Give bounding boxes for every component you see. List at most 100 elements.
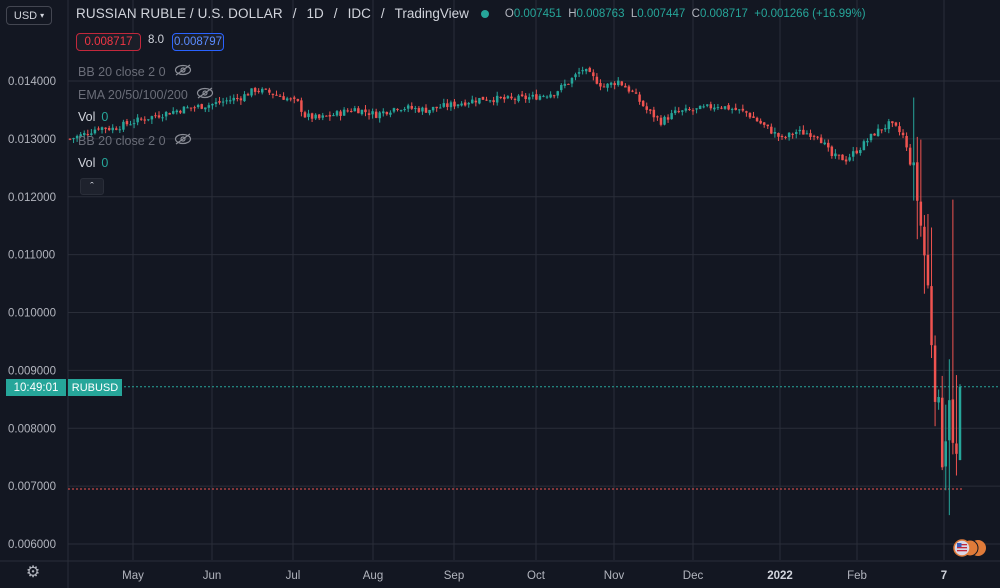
candle-body — [659, 117, 663, 125]
candle — [869, 133, 873, 143]
x-tick-label: Nov — [604, 570, 625, 582]
gear-icon[interactable]: ⚙ — [25, 564, 41, 581]
currency-selector[interactable]: USD ▾ — [6, 6, 52, 25]
candle-body — [634, 92, 638, 94]
candle-body — [656, 116, 659, 118]
candle — [257, 88, 260, 94]
candle — [684, 104, 688, 113]
price-axis[interactable]: 0.014000 0.013000 0.012000 0.011000 0.010000… — [8, 76, 56, 551]
candle-body — [948, 400, 951, 441]
candle — [171, 107, 175, 115]
candle-body — [456, 104, 460, 107]
candle-body — [588, 67, 592, 72]
candle — [766, 124, 770, 129]
candle-body — [189, 107, 193, 109]
indicator-ema[interactable]: EMA 20/50/100/200 — [78, 87, 214, 102]
candle — [898, 122, 901, 136]
symbol-title[interactable]: RUSSIAN RUBLE / U.S. DOLLAR — [76, 6, 283, 21]
candle — [221, 97, 225, 107]
candle — [702, 104, 705, 109]
candle-body — [257, 90, 260, 92]
candle-body — [317, 114, 321, 119]
candle — [328, 111, 332, 121]
candle — [567, 83, 570, 85]
candle-body — [268, 89, 271, 93]
candle — [552, 94, 556, 99]
candle — [389, 110, 392, 118]
candle-body — [933, 345, 937, 402]
candle-body — [289, 98, 292, 100]
candle — [278, 94, 282, 97]
candle-body — [161, 117, 164, 119]
candle-body — [495, 95, 499, 103]
candle — [243, 91, 246, 102]
x-tick-label: Jun — [203, 570, 222, 582]
candle — [250, 88, 253, 98]
eye-hidden-icon[interactable] — [196, 87, 214, 102]
candle — [517, 94, 520, 103]
indicator-volume-1[interactable]: Vol 0 — [78, 110, 109, 124]
candle — [364, 105, 367, 117]
candle — [307, 109, 310, 121]
candle — [581, 66, 584, 75]
candle-body — [645, 106, 648, 110]
candle — [645, 102, 648, 114]
candle — [353, 105, 357, 112]
candle-body — [246, 94, 250, 96]
candle — [399, 109, 403, 113]
candle-body — [417, 108, 421, 112]
candle — [584, 68, 588, 75]
candle — [147, 119, 150, 122]
candle-body — [684, 108, 688, 111]
candle — [374, 108, 378, 119]
candle-body — [513, 98, 517, 100]
candle-body — [666, 117, 670, 120]
candle-body — [908, 147, 912, 165]
candle-body — [164, 112, 168, 117]
candle — [90, 128, 93, 136]
candle — [75, 134, 79, 142]
candle — [410, 102, 414, 110]
candle — [894, 121, 898, 127]
sell-price-button[interactable]: 0.008717 — [76, 33, 141, 51]
candle-body — [581, 70, 584, 72]
candle — [200, 103, 203, 110]
candle — [830, 145, 834, 159]
indicator-bb-2[interactable]: BB 20 close 2 0 — [78, 133, 192, 148]
candle-body — [613, 83, 616, 86]
buy-price-button[interactable]: 0.008797 — [172, 33, 224, 51]
candle — [186, 105, 189, 109]
indicator-bb-1[interactable]: BB 20 close 2 0 — [78, 64, 192, 79]
collapse-legend-button[interactable]: ˆ — [80, 178, 104, 195]
candle — [602, 83, 606, 88]
candle-body — [168, 113, 171, 115]
candle-body — [794, 132, 798, 134]
candle-body — [698, 105, 702, 110]
candle — [873, 133, 876, 136]
indicator-volume-2[interactable]: Vol 0 — [78, 156, 109, 170]
candle — [613, 81, 616, 90]
candle — [129, 120, 132, 126]
candle-body — [798, 129, 802, 132]
candle — [527, 93, 531, 103]
candle-body — [652, 109, 656, 118]
candle-body — [293, 97, 296, 99]
interval-label[interactable]: 1D — [306, 6, 324, 21]
candle-body — [577, 72, 581, 74]
candle-body — [951, 399, 955, 443]
candle — [891, 121, 894, 128]
candle-body — [271, 93, 275, 95]
y-tick-label: 0.011000 — [8, 250, 55, 262]
candle-body — [211, 103, 214, 106]
candle — [908, 143, 912, 166]
chevron-up-icon: ˆ — [90, 180, 94, 193]
time-axis[interactable]: May Jun Jul Aug Sep Oct Nov Dec 2022 Feb 7 — [122, 570, 947, 582]
eye-hidden-icon[interactable] — [174, 64, 192, 79]
candle — [196, 103, 200, 109]
candle-body — [196, 104, 200, 108]
candle — [72, 137, 75, 143]
eye-hidden-icon[interactable] — [174, 133, 192, 148]
us-flag-icon[interactable] — [948, 538, 988, 558]
source-label: TradingView — [394, 6, 469, 21]
